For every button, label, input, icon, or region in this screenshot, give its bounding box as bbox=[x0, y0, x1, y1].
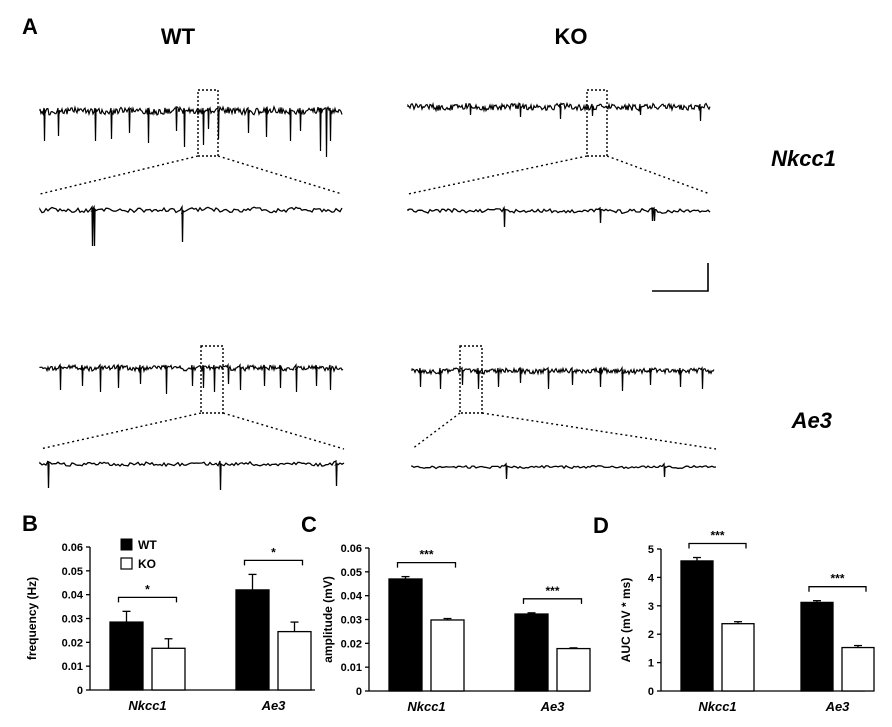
y-tick-label: 0 bbox=[648, 686, 654, 698]
bar-wt-ae3 bbox=[235, 589, 270, 691]
legend-ko-label: KO bbox=[138, 557, 156, 571]
y-axis-label: amplitude (mV) bbox=[321, 576, 335, 663]
chart-frequency: B 0 0.01 0.02 0.03 0.04 0.05 0.06 frequency (Hz)… bbox=[22, 511, 315, 713]
zoom-box-wt-ae3 bbox=[200, 345, 224, 414]
trace-wt-nkcc1 bbox=[39, 104, 343, 158]
significance-bracket bbox=[688, 542, 747, 549]
bar-ko-nkcc1 bbox=[430, 619, 465, 692]
y-tick-label: 0.03 bbox=[341, 615, 362, 627]
zoom-line bbox=[217, 155, 343, 195]
significance-bracket bbox=[396, 561, 457, 568]
y-axis-label: AUC (mV * ms) bbox=[619, 578, 633, 663]
zoom-box-ko-nkcc1 bbox=[586, 89, 608, 157]
bar-ko-nkcc1 bbox=[721, 623, 755, 692]
significance-label: * bbox=[271, 545, 276, 559]
y-tick-label: 0.04 bbox=[341, 591, 363, 603]
y-tick-label: 1 bbox=[648, 658, 654, 670]
y-tick-label: 0.01 bbox=[341, 662, 362, 674]
x-category-label: Ae3 bbox=[540, 699, 566, 714]
trace-wt-ae3 bbox=[39, 362, 344, 395]
zoom-line bbox=[407, 155, 588, 195]
bar-ko-nkcc1 bbox=[151, 647, 186, 691]
panel-a-label: A bbox=[22, 14, 38, 39]
row-label-ae3: Ae3 bbox=[791, 408, 832, 433]
zoom-line bbox=[39, 155, 199, 195]
zoomed-trace-ko-nkcc1 bbox=[407, 205, 711, 228]
legend-wt-swatch bbox=[120, 538, 133, 551]
x-category-label: Ae3 bbox=[261, 698, 287, 713]
zoom-line bbox=[39, 412, 202, 450]
zoom-box-wt-nkcc1 bbox=[197, 89, 219, 157]
legend-wt-label: WT bbox=[138, 538, 157, 552]
zoom-line bbox=[481, 412, 717, 450]
x-category-label: Nkcc1 bbox=[407, 699, 445, 714]
bar-ko-ae3 bbox=[841, 646, 875, 692]
y-tick-label: 0.02 bbox=[62, 637, 83, 649]
panel-label-d: D bbox=[593, 513, 609, 538]
zoomed-trace-ko-ae3 bbox=[411, 462, 717, 480]
y-tick-label: 0.03 bbox=[62, 614, 83, 626]
bar-wt-nkcc1 bbox=[109, 621, 144, 691]
column-label-wt: WT bbox=[161, 24, 196, 49]
y-tick-label: 0.06 bbox=[62, 542, 83, 554]
bar-wt-nkcc1 bbox=[388, 578, 423, 692]
significance-label: * bbox=[145, 582, 150, 596]
x-category-label: Ae3 bbox=[825, 699, 851, 714]
y-tick-label: 0 bbox=[356, 686, 362, 698]
chart-auc: D 0 1 2 3 4 5 AUC (mV * ms) *** Nkcc1 *** Ae3 bbox=[593, 513, 875, 714]
bar-wt-ae3 bbox=[800, 601, 834, 692]
bar-wt-ae3 bbox=[514, 613, 549, 692]
significance-label: *** bbox=[710, 529, 724, 543]
chart-amplitude: C 0 0.01 0.02 0.03 0.04 0.05 0.06 amplitude (mV)… bbox=[301, 512, 591, 714]
zoomed-trace-wt-nkcc1 bbox=[39, 204, 343, 247]
significance-label: *** bbox=[830, 572, 844, 586]
significance-label: *** bbox=[419, 548, 433, 562]
zoom-line bbox=[222, 412, 345, 450]
trace-ko-ae3 bbox=[411, 365, 715, 392]
y-axis-label: frequency (Hz) bbox=[25, 577, 39, 660]
y-tick-label: 0.02 bbox=[341, 638, 362, 650]
x-category-label: Nkcc1 bbox=[128, 698, 166, 713]
y-tick-label: 0 bbox=[77, 685, 83, 697]
zoomed-trace-wt-ae3 bbox=[39, 460, 345, 491]
significance-bracket bbox=[808, 586, 867, 592]
legend-ko-swatch bbox=[120, 557, 133, 570]
y-tick-label: 0.05 bbox=[341, 567, 362, 579]
y-tick-label: 0.04 bbox=[62, 590, 84, 602]
significance-bracket bbox=[243, 559, 304, 566]
y-tick-label: 2 bbox=[648, 629, 654, 641]
panel-label-b: B bbox=[22, 511, 38, 536]
y-tick-label: 0.05 bbox=[62, 566, 83, 578]
significance-label: *** bbox=[545, 584, 559, 598]
trace-ko-nkcc1 bbox=[407, 101, 711, 122]
panel-label-c: C bbox=[301, 512, 317, 537]
zoom-box-ko-ae3 bbox=[459, 345, 483, 414]
zoom-line bbox=[411, 412, 461, 450]
y-tick-label: 4 bbox=[648, 572, 655, 584]
significance-bracket bbox=[117, 596, 178, 603]
row-label-nkcc1: Nkcc1 bbox=[771, 146, 836, 171]
significance-bracket bbox=[522, 598, 583, 604]
bar-wt-nkcc1 bbox=[680, 560, 714, 692]
bar-ko-ae3 bbox=[556, 647, 591, 692]
x-category-label: Nkcc1 bbox=[698, 699, 736, 714]
scale-bar bbox=[652, 263, 709, 292]
y-tick-label: 0.01 bbox=[62, 661, 83, 673]
zoom-line bbox=[606, 155, 711, 195]
column-label-ko: KO bbox=[555, 24, 588, 49]
y-tick-label: 5 bbox=[648, 544, 654, 556]
y-tick-label: 0.06 bbox=[341, 543, 362, 555]
bar-ko-ae3 bbox=[277, 630, 312, 691]
y-tick-label: 3 bbox=[648, 601, 654, 613]
